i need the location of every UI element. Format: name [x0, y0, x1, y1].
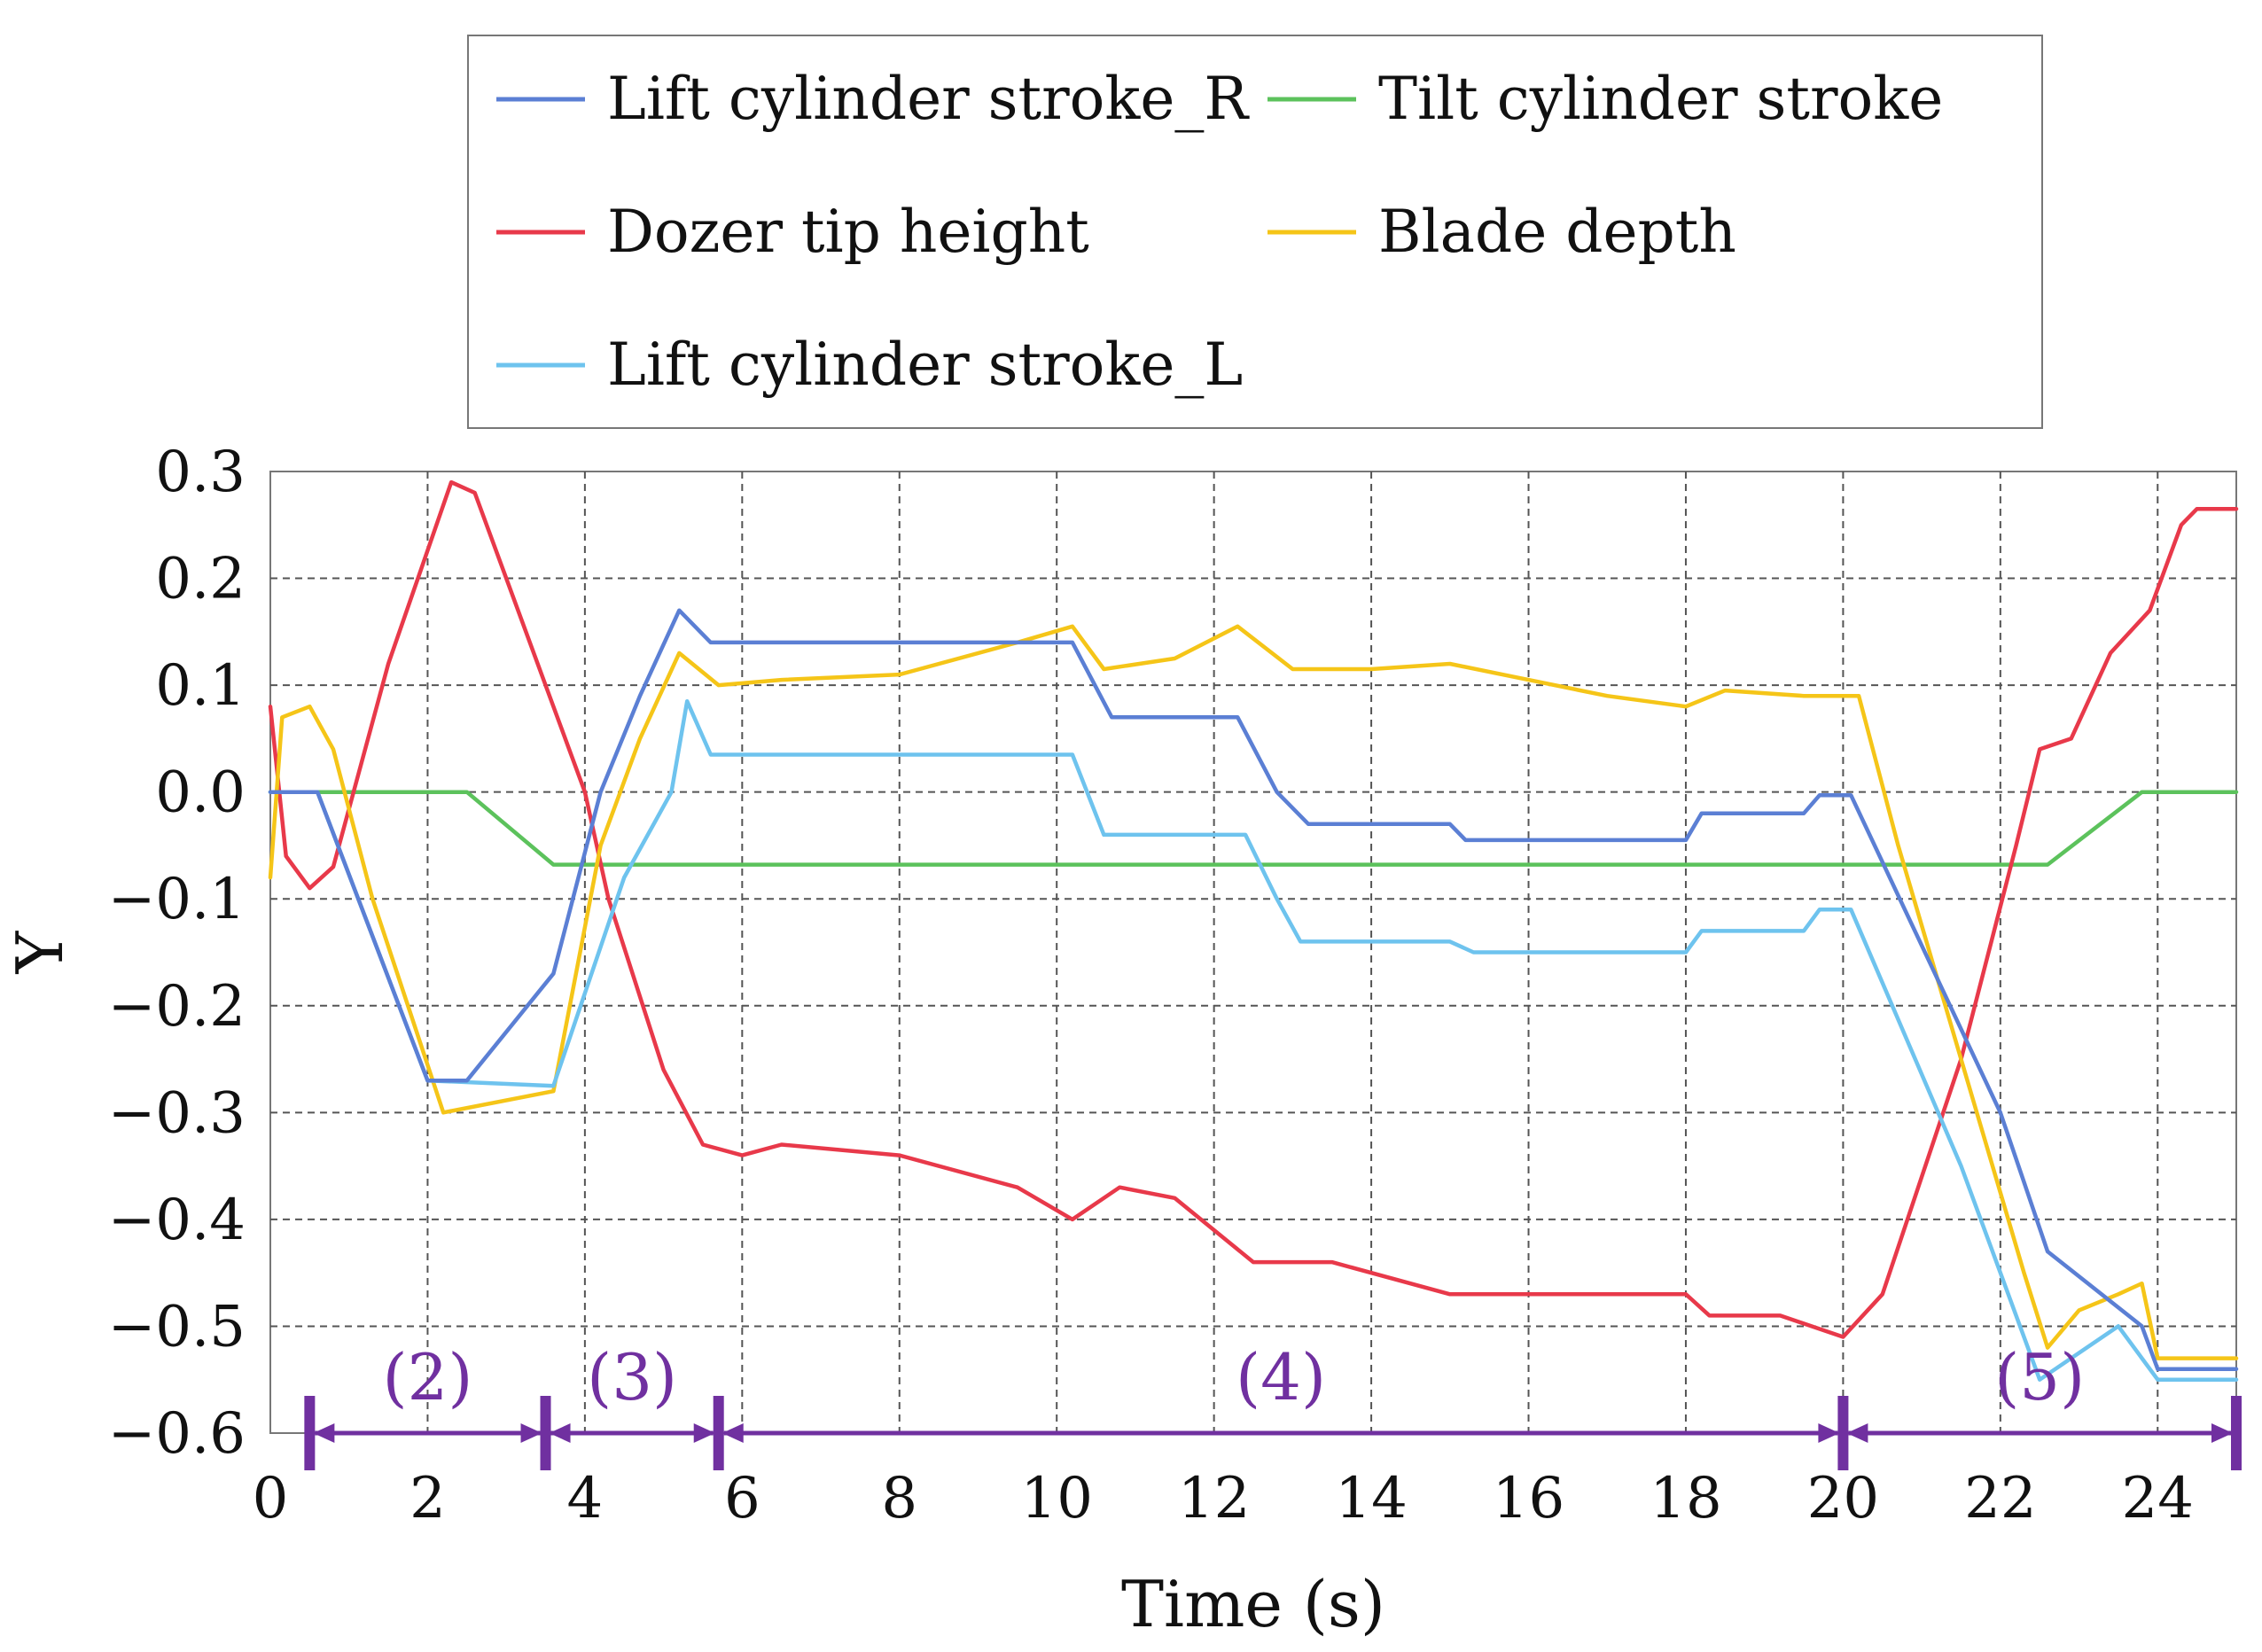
series-line-2: [268, 479, 2239, 1339]
y-tick-label: −0.2: [108, 974, 246, 1040]
x-tick-label: 4: [567, 1466, 604, 1531]
phase-label: (2): [382, 1340, 472, 1414]
y-tick-label: 0.1: [155, 653, 246, 719]
x-tick-label: 0: [253, 1466, 289, 1531]
phase-arrowhead-left: [313, 1423, 335, 1443]
x-tick-label: 14: [1335, 1466, 1407, 1531]
legend: Lift cylinder stroke_R Tilt cylinder stro…: [467, 35, 2043, 429]
grid: [270, 471, 2236, 1433]
plot-area: (2) (3) (4) (5): [268, 471, 2242, 1470]
legend-label: Lift cylinder stroke_R: [607, 65, 1250, 133]
y-tick-label: −0.1: [108, 867, 246, 932]
plot-frame: [269, 471, 2237, 1434]
phase-annotations: (2) (3) (4) (5): [304, 1340, 2242, 1470]
phase-label: (5): [1994, 1340, 2085, 1414]
y-tick-label: −0.4: [108, 1188, 246, 1253]
x-tick-label: 20: [1807, 1466, 1879, 1531]
legend-label: Lift cylinder stroke_L: [607, 331, 1243, 399]
x-tick-label: 18: [1650, 1466, 1721, 1531]
x-tick-labels: 0 2 4 6 8 10 12 14 16 18 20 22 24: [253, 1466, 2194, 1531]
series-line-4: [268, 698, 2239, 1382]
series-line-3: [268, 624, 2239, 1360]
y-axis-title: Y: [3, 930, 77, 974]
y-tick-label: −0.5: [108, 1294, 246, 1360]
y-tick-label: −0.6: [108, 1401, 246, 1467]
phase-arrowhead-right: [693, 1423, 715, 1443]
legend-box: [467, 35, 2043, 429]
phase-arrowhead-left: [1846, 1423, 1868, 1443]
series-line-0: [268, 608, 2239, 1371]
y-tick-labels: 0.3 0.2 0.1 0.0 −0.1 −0.2 −0.3 −0.4 −0.5 −0.6: [108, 440, 246, 1467]
y-tick-label: 0.2: [155, 547, 246, 612]
phase-arrowhead-right: [1818, 1423, 1840, 1443]
phase-arrowhead-left: [549, 1423, 571, 1443]
x-axis-title: Time (s): [1121, 1567, 1385, 1641]
x-tick-label: 6: [724, 1466, 760, 1531]
legend-label: Tilt cylinder stroke: [1378, 65, 1943, 133]
x-tick-label: 22: [1964, 1466, 2036, 1531]
series-line-1: [268, 790, 2239, 867]
x-tick-label: 10: [1020, 1466, 1092, 1531]
x-tick-label: 16: [1493, 1466, 1564, 1531]
phase-arrowhead-left: [722, 1423, 744, 1443]
phase-arrowhead-right: [2211, 1423, 2233, 1443]
legend-label: Blade depth: [1378, 198, 1736, 266]
phase-label: (4): [1236, 1340, 1326, 1414]
phase-label: (3): [587, 1340, 677, 1414]
y-tick-label: 0.0: [155, 760, 246, 826]
x-tick-label: 12: [1178, 1466, 1250, 1531]
y-tick-label: −0.3: [108, 1080, 246, 1146]
x-tick-label: 8: [881, 1466, 917, 1531]
y-tick-label: 0.3: [155, 440, 246, 505]
phase-arrowhead-right: [520, 1423, 542, 1443]
legend-label: Dozer tip height: [607, 198, 1089, 266]
x-tick-label: 24: [2122, 1466, 2194, 1531]
series-layer: [268, 479, 2239, 1382]
x-tick-label: 2: [410, 1466, 446, 1531]
